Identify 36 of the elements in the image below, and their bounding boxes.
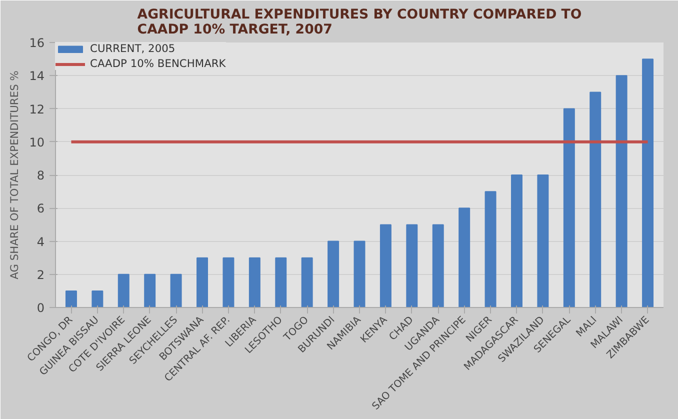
y-tick-label: 14 — [29, 69, 45, 84]
y-tick-label: 0 — [36, 301, 45, 315]
bar — [196, 257, 208, 308]
bar — [248, 257, 260, 308]
y-axis-title: AG SHARE OF TOTAL EXPENDITURES % — [8, 70, 22, 280]
bar — [563, 108, 575, 308]
bar — [222, 257, 234, 308]
legend-label: CURRENT, 2005 — [90, 42, 176, 55]
bar — [484, 191, 496, 308]
bar — [328, 240, 340, 308]
bar — [590, 92, 602, 308]
bar — [118, 274, 130, 308]
y-tick-label: 8 — [36, 168, 45, 182]
y-tick-label: 10 — [29, 135, 45, 150]
y-tick-label: 16 — [29, 36, 45, 50]
y-tick-label: 2 — [36, 268, 45, 282]
bar — [458, 208, 470, 308]
bar — [406, 224, 418, 308]
bar — [301, 257, 313, 308]
bar — [170, 274, 182, 308]
bar — [616, 75, 628, 308]
bar — [92, 290, 104, 308]
bar — [642, 58, 654, 308]
bar — [144, 274, 156, 308]
bar — [432, 224, 444, 308]
bar — [354, 240, 366, 308]
y-tick-label: 6 — [36, 202, 45, 216]
bar — [511, 174, 522, 308]
chart-title: AGRICULTURAL EXPENDITURES BY COUNTRY COMPARED TO CAADP 10% TARGET, 2007 — [137, 8, 582, 38]
legend-label: CAADP 10% BENCHMARK — [90, 57, 226, 70]
bar — [537, 174, 549, 308]
bar — [275, 257, 287, 308]
y-tick-label: 12 — [29, 102, 45, 116]
y-tick-label: 4 — [36, 234, 45, 249]
bar — [380, 224, 392, 308]
bar — [65, 290, 77, 308]
